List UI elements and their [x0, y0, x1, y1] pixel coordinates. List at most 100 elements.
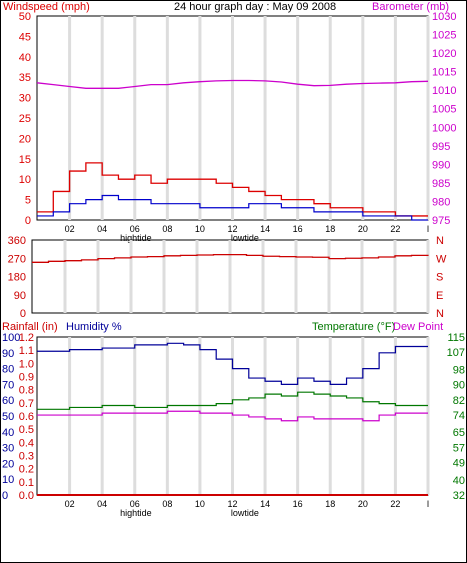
rainfall-tick-label: 0.8: [19, 385, 34, 397]
humidity-tick-label: 80: [2, 364, 14, 376]
temperature-tick-label: 82: [453, 395, 465, 407]
x-tick-label: 18: [325, 499, 335, 509]
direction-tick-label: 0: [20, 308, 26, 320]
barometer-tick-label: 1010: [432, 85, 456, 97]
wind-tick-label: 50: [19, 11, 31, 23]
x-tick-label: l: [427, 224, 429, 234]
barometer-tick-label: 1020: [432, 48, 456, 60]
wind-tick-label: 0: [25, 215, 31, 227]
compass-tick-label: E: [436, 290, 443, 302]
x-tick-label: 04: [97, 224, 107, 234]
direction-tick-label: 90: [14, 290, 26, 302]
barometer-tick-label: 975: [432, 215, 450, 227]
wind-tick-label: 30: [19, 93, 31, 105]
temperature-tick-label: 49: [453, 458, 465, 470]
compass-tick-label: N: [436, 308, 444, 320]
humidity-tick-label: 90: [2, 348, 14, 360]
direction-tick-label: 180: [8, 272, 26, 284]
x-tick-label: 08: [162, 499, 172, 509]
humidity-tick-label: 0: [2, 490, 8, 502]
humidity-tick-label: 20: [2, 458, 14, 470]
temperature-tick-label: 98: [453, 364, 465, 376]
rainfall-tick-label: 0.0: [19, 490, 34, 502]
temperature-tick-label: 74: [453, 410, 465, 422]
x-tick-label: 06: [130, 499, 140, 509]
x-tick-label: 04: [97, 499, 107, 509]
wind-tick-label: 15: [19, 154, 31, 166]
rainfall-tick-label: 0.3: [19, 451, 34, 463]
x-tick-label: 08: [162, 224, 172, 234]
humidity-tick-label: 10: [2, 474, 14, 486]
x-tick-label: 06: [130, 224, 140, 234]
x-tick-label: 18: [325, 224, 335, 234]
x-tick-label: 02: [65, 224, 75, 234]
temperature-series: [37, 391, 428, 410]
x-tick-label: 16: [293, 224, 303, 234]
humidity-axis-label: Humidity %: [66, 321, 122, 333]
x-tick-label: 12: [227, 224, 237, 234]
x-tick-label: 14: [260, 224, 270, 234]
x-tick-label: 22: [390, 224, 400, 234]
rainfall-tick-label: 0.1: [19, 477, 34, 489]
x-tick-label: 22: [390, 499, 400, 509]
x-tick-label: 12: [227, 499, 237, 509]
rainfall-tick-label: 0.4: [19, 437, 34, 449]
temperature-tick-label: 107: [447, 347, 465, 359]
x-tick-label: 20: [358, 499, 368, 509]
wind-tick-label: 40: [19, 52, 31, 64]
humidity-tick-label: 40: [2, 427, 14, 439]
lowtide-marker: lowtide: [231, 233, 259, 243]
x-tick-label: 10: [195, 224, 205, 234]
x-tick-label: 10: [195, 499, 205, 509]
direction-series: [32, 253, 429, 263]
compass-tick-label: W: [436, 253, 447, 265]
hightide-marker: hightide: [120, 508, 152, 518]
barometer-tick-label: 1030: [432, 11, 456, 23]
x-tick-label: l: [427, 499, 429, 509]
rainfall-tick-label: 0.2: [19, 464, 34, 476]
rainfall-tick-label: 0.9: [19, 372, 34, 384]
wind-tick-label: 25: [19, 113, 31, 125]
humidity-tick-label: 100: [2, 332, 20, 344]
hightide-marker: hightide: [120, 233, 152, 243]
barometer-tick-label: 1025: [432, 30, 456, 42]
barometer-tick-label: 990: [432, 159, 450, 171]
x-tick-label: 02: [65, 499, 75, 509]
windspeed-series: [37, 162, 428, 217]
barometer-tick-label: 985: [432, 178, 450, 190]
barometer-tick-label: 1000: [432, 122, 456, 134]
rainfall-tick-label: 1.1: [19, 345, 34, 357]
barometer-tick-label: 995: [432, 141, 450, 153]
dewpoint-series: [37, 410, 428, 422]
temperature-tick-label: 32: [453, 490, 465, 502]
wind-tick-label: 45: [19, 31, 31, 43]
humidity-tick-label: 60: [2, 395, 14, 407]
x-tick-label: 20: [358, 224, 368, 234]
barometer-axis-label: Barometer (mb): [372, 1, 449, 13]
x-tick-label: 14: [260, 499, 270, 509]
wind-tick-label: 35: [19, 72, 31, 84]
chart-title: 24 hour graph day : May 09 2008: [174, 1, 336, 13]
temperature-tick-label: 57: [453, 442, 465, 454]
humidity-tick-label: 70: [2, 379, 14, 391]
direction-tick-label: 270: [8, 253, 26, 265]
rainfall-tick-label: 1.0: [19, 358, 34, 370]
windspeed-axis-label: Windspeed (mph): [3, 1, 90, 13]
wind-tick-label: 5: [25, 195, 31, 207]
temperature-tick-label: 65: [453, 427, 465, 439]
humidity-tick-label: 50: [2, 411, 14, 423]
rainfall-tick-label: 0.5: [19, 424, 34, 436]
compass-tick-label: S: [436, 272, 443, 284]
humidity-tick-label: 30: [2, 443, 14, 455]
direction-tick-label: 360: [8, 235, 26, 247]
wind-tick-label: 10: [19, 174, 31, 186]
temperature-tick-label: 40: [453, 475, 465, 487]
humidity-series: [37, 342, 428, 385]
temperature-axis-label: Temperature (°F): [312, 321, 395, 333]
rainfall-tick-label: 0.7: [19, 398, 34, 410]
average-wind-series: [37, 194, 428, 221]
x-tick-label: 16: [293, 499, 303, 509]
barometer-series: [36, 79, 429, 89]
compass-tick-label: N: [436, 235, 444, 247]
